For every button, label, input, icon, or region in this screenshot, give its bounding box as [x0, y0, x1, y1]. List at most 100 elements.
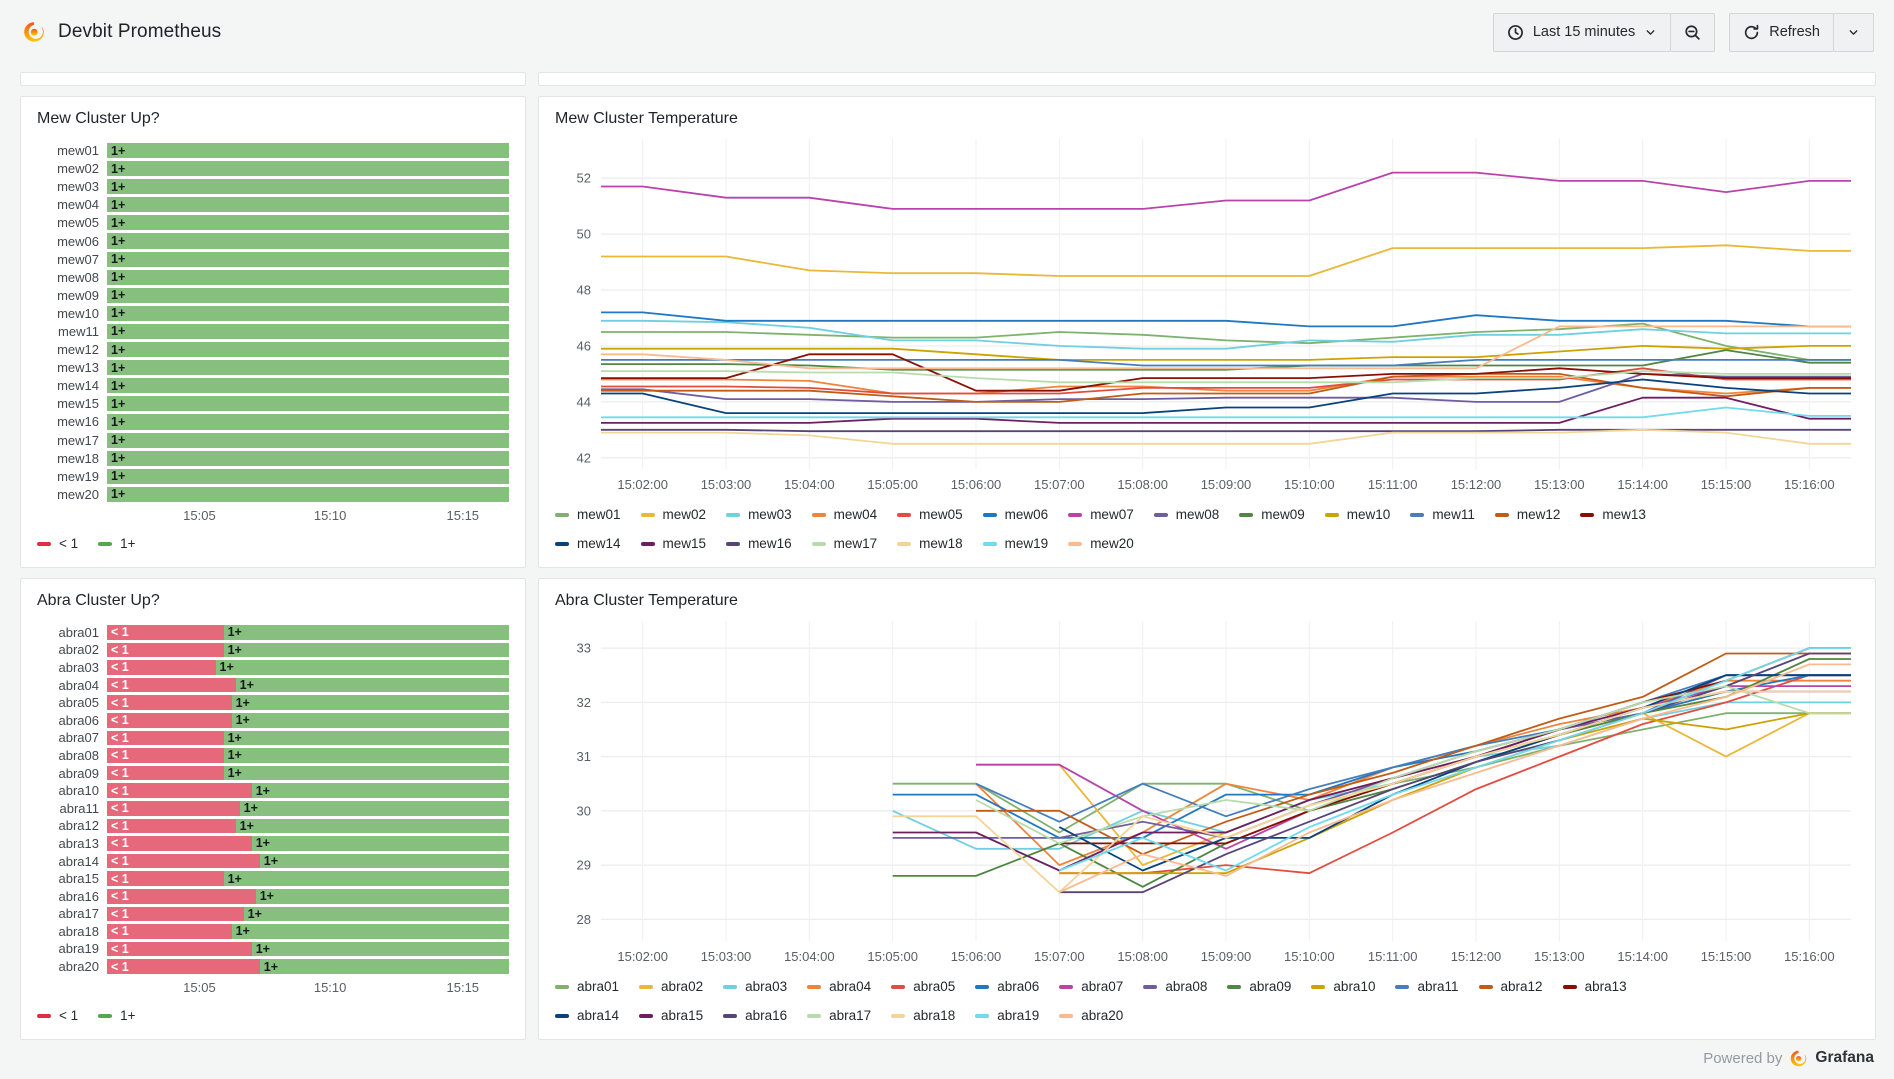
- state-bar: < 11+: [107, 801, 509, 816]
- legend-item[interactable]: abra05: [891, 979, 955, 994]
- legend-item[interactable]: abra15: [639, 1008, 703, 1023]
- svg-text:15:05:00: 15:05:00: [867, 477, 918, 492]
- up-segment: 1+: [260, 854, 509, 869]
- x-tick-label: 15:05: [183, 980, 216, 995]
- up-segment: 1+: [107, 451, 509, 466]
- chevron-down-icon: [1644, 26, 1657, 39]
- legend-item[interactable]: abra12: [1479, 979, 1543, 994]
- legend-item[interactable]: mew01: [555, 507, 621, 522]
- legend-item[interactable]: abra18: [891, 1008, 955, 1023]
- svg-text:15:13:00: 15:13:00: [1534, 949, 1585, 964]
- legend-item[interactable]: mew07: [1068, 507, 1134, 522]
- legend-item[interactable]: 1+: [98, 536, 135, 551]
- legend-item[interactable]: mew03: [726, 507, 792, 522]
- legend-item[interactable]: abra08: [1143, 979, 1207, 994]
- row-label: mew01: [37, 144, 99, 157]
- legend-item[interactable]: abra07: [1059, 979, 1123, 994]
- legend-item[interactable]: abra19: [975, 1008, 1039, 1023]
- legend-item[interactable]: 1+: [98, 1008, 135, 1023]
- legend-item[interactable]: mew09: [1239, 507, 1305, 522]
- legend-item[interactable]: mew11: [1410, 507, 1475, 522]
- legend-item[interactable]: mew10: [1325, 507, 1391, 522]
- legend-color-swatch: [897, 513, 911, 517]
- legend-item[interactable]: abra01: [555, 979, 619, 994]
- down-segment: < 1: [107, 660, 216, 675]
- state-bar: < 11+: [107, 854, 509, 869]
- legend-item[interactable]: mew19: [983, 536, 1049, 551]
- legend-item[interactable]: mew05: [897, 507, 963, 522]
- legend-item[interactable]: abra02: [639, 979, 703, 994]
- legend-label: mew04: [834, 507, 878, 522]
- legend-item[interactable]: abra04: [807, 979, 871, 994]
- legend-color-swatch: [1068, 513, 1082, 517]
- legend-item[interactable]: abra16: [723, 1008, 787, 1023]
- legend-item[interactable]: abra20: [1059, 1008, 1123, 1023]
- legend-item[interactable]: < 1: [37, 1008, 78, 1023]
- legend-item[interactable]: mew16: [726, 536, 792, 551]
- up-segment: 1+: [232, 695, 509, 710]
- panel-title[interactable]: Mew Cluster Temperature: [555, 107, 1859, 131]
- down-segment: < 1: [107, 643, 224, 658]
- legend-item[interactable]: mew02: [641, 507, 707, 522]
- legend-label: mew17: [834, 536, 878, 551]
- panel-title[interactable]: Abra Cluster Up?: [37, 589, 509, 613]
- state-bar: 1+: [107, 324, 509, 339]
- legend-item[interactable]: mew17: [812, 536, 878, 551]
- legend-item[interactable]: abra06: [975, 979, 1039, 994]
- up-segment-label: 1+: [252, 942, 270, 956]
- panel-title[interactable]: Abra Cluster Temperature: [555, 589, 1859, 613]
- time-range-picker[interactable]: Last 15 minutes: [1493, 13, 1671, 52]
- mew-temperature-line-chart: 42444648505215:02:0015:03:0015:04:0015:0…: [555, 131, 1859, 555]
- svg-text:48: 48: [577, 283, 591, 298]
- row-label: mew14: [37, 379, 99, 392]
- legend-item[interactable]: < 1: [37, 536, 78, 551]
- row-label: abra05: [37, 696, 99, 709]
- zoom-out-button[interactable]: [1670, 13, 1715, 52]
- legend-item[interactable]: mew13: [1580, 507, 1646, 522]
- svg-text:15:12:00: 15:12:00: [1451, 949, 1502, 964]
- legend-item[interactable]: abra14: [555, 1008, 619, 1023]
- legend-item[interactable]: abra09: [1227, 979, 1291, 994]
- legend-item[interactable]: abra10: [1311, 979, 1375, 994]
- down-segment-label: < 1: [107, 836, 129, 850]
- legend-item[interactable]: abra13: [1563, 979, 1627, 994]
- svg-text:15:09:00: 15:09:00: [1201, 949, 1252, 964]
- state-bar: 1+: [107, 270, 509, 285]
- up-segment: 1+: [216, 660, 509, 675]
- refresh-interval-dropdown[interactable]: [1833, 13, 1874, 52]
- legend-item[interactable]: mew06: [983, 507, 1049, 522]
- svg-text:15:11:00: 15:11:00: [1368, 949, 1418, 964]
- legend-color-swatch: [983, 513, 997, 517]
- legend-color-swatch: [812, 513, 826, 517]
- legend-item[interactable]: abra03: [723, 979, 787, 994]
- legend-item[interactable]: mew15: [641, 536, 707, 551]
- legend-label: abra19: [997, 1008, 1039, 1023]
- up-segment: 1+: [224, 731, 509, 746]
- svg-text:15:09:00: 15:09:00: [1201, 477, 1252, 492]
- legend-item[interactable]: mew04: [812, 507, 878, 522]
- legend-item[interactable]: mew08: [1154, 507, 1220, 522]
- legend-item[interactable]: mew14: [555, 536, 621, 551]
- legend-item[interactable]: mew12: [1495, 507, 1561, 522]
- svg-text:15:02:00: 15:02:00: [617, 477, 668, 492]
- dashboard-title: Devbit Prometheus: [58, 21, 221, 43]
- row-label: mew12: [37, 343, 99, 356]
- legend-item[interactable]: abra11: [1395, 979, 1458, 994]
- grafana-brand-link[interactable]: Grafana: [1815, 1049, 1874, 1067]
- bar-row: mew131+: [37, 360, 509, 375]
- up-segment: 1+: [252, 942, 509, 957]
- up-segment: 1+: [107, 360, 509, 375]
- down-segment: < 1: [107, 625, 224, 640]
- legend-color-swatch: [1580, 513, 1594, 517]
- legend-label: mew20: [1090, 536, 1134, 551]
- up-segment: 1+: [224, 871, 509, 886]
- legend-item[interactable]: abra17: [807, 1008, 871, 1023]
- bar-row: mew091+: [37, 288, 509, 303]
- panel-title[interactable]: Mew Cluster Up?: [37, 107, 509, 131]
- legend-item[interactable]: mew18: [897, 536, 963, 551]
- refresh-button[interactable]: Refresh: [1729, 13, 1834, 52]
- svg-text:44: 44: [577, 394, 591, 409]
- legend-label: abra06: [997, 979, 1039, 994]
- row-label: abra17: [37, 907, 99, 920]
- legend-item[interactable]: mew20: [1068, 536, 1134, 551]
